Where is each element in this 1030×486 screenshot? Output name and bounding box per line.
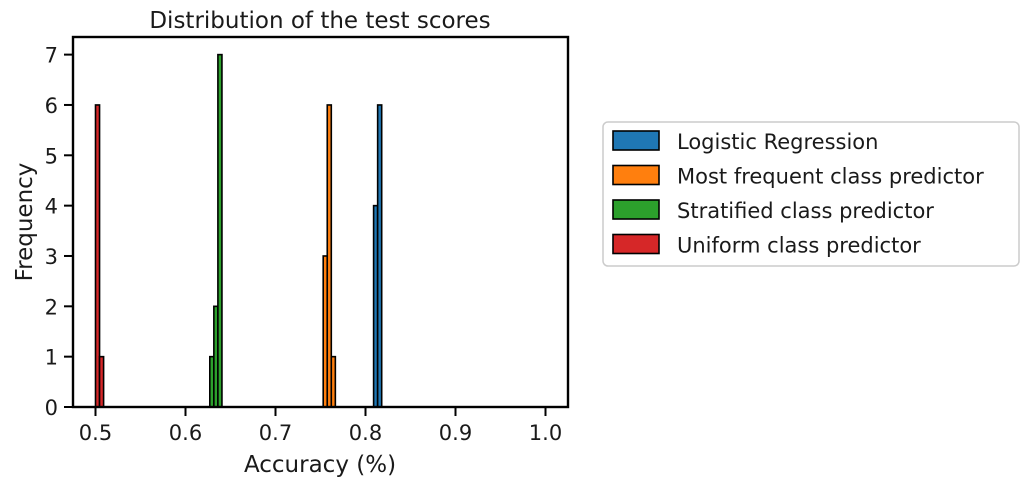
legend-label: Stratified class predictor (677, 199, 934, 223)
legend-label: Logistic Regression (677, 130, 878, 154)
y-tick-label: 6 (45, 94, 58, 118)
x-ticks: 0.5 0.6 0.7 0.8 0.9 1.0 (79, 407, 562, 445)
plot-frame (71, 35, 570, 409)
histogram-bar (330, 355, 337, 408)
histogram-bar (217, 53, 223, 408)
legend: Logistic Regression Most frequent class p… (602, 121, 1020, 267)
legend-swatch (612, 199, 660, 220)
histogram-bar (98, 355, 105, 408)
legend-swatch (612, 130, 660, 151)
legend-label: Most frequent class predictor (677, 165, 984, 189)
x-axis-label: Accuracy (%) (244, 452, 396, 478)
y-ticks: 0 1 2 3 4 5 6 7 (45, 44, 73, 420)
legend-swatch (612, 164, 660, 186)
y-tick-label: 2 (45, 295, 58, 319)
x-tick-label: 0.8 (349, 421, 382, 445)
x-tick-label: 1.0 (529, 421, 562, 445)
legend-box (602, 121, 1020, 267)
x-tick-label: 0.6 (169, 421, 202, 445)
y-tick-label: 0 (45, 396, 58, 420)
y-tick-label: 3 (45, 245, 58, 269)
x-tick-label: 0.5 (79, 421, 112, 445)
y-tick-label: 4 (45, 195, 58, 219)
y-tick-label: 7 (45, 44, 58, 68)
y-tick-label: 5 (45, 144, 58, 168)
y-tick-label: 1 (45, 346, 58, 370)
legend-swatch (612, 233, 660, 255)
histogram-bar (376, 104, 383, 408)
x-tick-label: 0.9 (439, 421, 472, 445)
x-tick-label: 0.7 (259, 421, 292, 445)
bars-group (94, 53, 383, 408)
legend-label: Uniform class predictor (677, 234, 921, 258)
chart-title: Distribution of the test scores (149, 8, 490, 34)
y-axis-label: Frequency (12, 163, 38, 282)
